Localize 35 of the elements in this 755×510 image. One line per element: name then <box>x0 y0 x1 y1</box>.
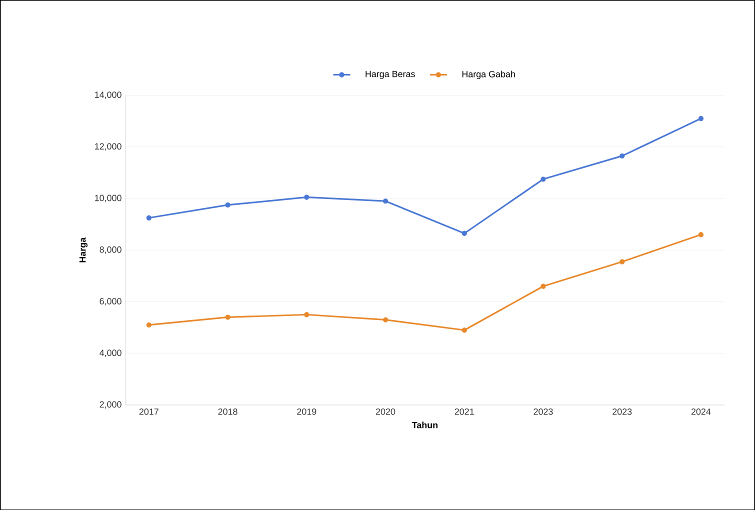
x-tick-label: 2018 <box>218 408 238 415</box>
x-tick-label: 2024 <box>691 408 711 415</box>
y-tick-label: 14,000 <box>95 91 122 99</box>
y-tick-label: 6,000 <box>100 298 122 306</box>
point <box>382 317 388 322</box>
point <box>620 259 625 264</box>
point <box>698 116 704 121</box>
point <box>462 327 467 333</box>
x-axis-title: Tahun <box>412 422 438 428</box>
point <box>382 198 388 204</box>
x-tick-label: 2023 <box>612 408 632 415</box>
point <box>146 215 152 220</box>
x-tick-label: 2023 <box>534 408 553 415</box>
point <box>304 194 310 200</box>
y-axis-title: Harga <box>79 237 88 262</box>
point <box>540 176 546 182</box>
point <box>620 153 625 158</box>
y-tick-label: 4,000 <box>100 350 122 357</box>
point <box>304 312 310 318</box>
x-tick-label: 2020 <box>376 408 396 415</box>
x-tick-label: 2019 <box>297 408 316 415</box>
point <box>462 230 467 236</box>
y-tick-label: 8,000 <box>100 246 122 254</box>
y-tick-label: 10,000 <box>95 194 122 202</box>
point <box>146 322 152 328</box>
point <box>225 202 230 208</box>
x-tick-label: 2017 <box>139 408 158 415</box>
legend-label: Harga Gabah <box>462 70 515 79</box>
x-tick-label: 2021 <box>454 408 474 415</box>
legend-label: Harga Beras <box>366 70 415 79</box>
point <box>698 232 704 238</box>
y-tick-label: 2,000 <box>100 401 122 409</box>
y-tick-label: 12,000 <box>95 143 122 150</box>
point <box>225 314 230 320</box>
point <box>540 284 546 289</box>
